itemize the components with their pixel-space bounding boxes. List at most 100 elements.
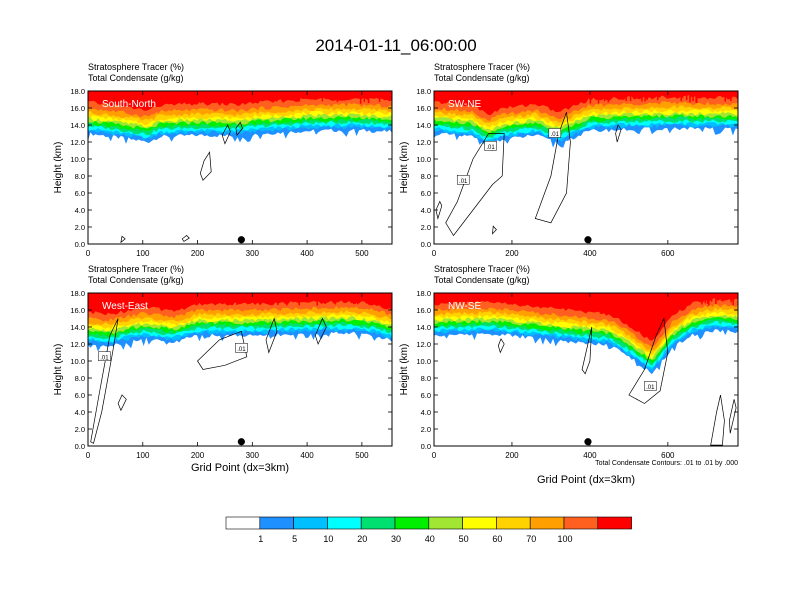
tracer-streak [280,91,282,95]
panel-west-east: Stratosphere Tracer (%)Total Condensate … [53,264,393,474]
tracer-streak [292,91,294,95]
x-tick-label: 600 [661,249,675,258]
condensate-contour [534,112,571,224]
tracer-streak [98,91,101,98]
y-tick-label: 10.0 [416,155,431,164]
y-tick-label: 14.0 [70,121,85,130]
tracer-streak [641,293,643,299]
y-tick-label: 18.0 [416,289,431,298]
tracer-streak [249,91,251,97]
tracer-streak [664,293,667,298]
condensate-contour [710,394,725,446]
tracer-streak [105,91,108,94]
tracer-streak [342,293,344,301]
tracer-streak [314,293,317,298]
condensate-contour [497,338,505,354]
tracer-streak [682,293,684,304]
tracer-streak [690,293,693,304]
tracer-streak [512,293,514,296]
tracer-streak [522,91,524,95]
contour-label: .01 [551,132,560,138]
tracer-streak [514,91,516,99]
tracer-streak [134,91,137,97]
tracer-streak [574,293,576,298]
condensate-contour [117,394,127,412]
tracer-streak [609,91,611,101]
tracer-streak [363,91,366,102]
tracer-streak [476,91,479,101]
tracer-streak [367,91,370,104]
tracer-streak [516,293,519,303]
tracer-streak [208,91,210,96]
tracer-streak [569,91,572,102]
y-tick-label: 12.0 [70,138,85,147]
colorbar-label: 5 [292,534,297,544]
contour-label: .01 [237,347,246,353]
tracer-streak [96,91,98,95]
tracer-streak [163,293,165,302]
colorbar-swatch [496,516,531,530]
x-axis-label: Grid Point (dx=3km) [537,474,635,486]
location-marker [237,438,245,446]
x-tick-label: 0 [86,451,91,460]
tracer-streak [657,91,660,94]
tracer-streak [298,293,300,306]
tracer-streak [369,293,371,306]
colorbar-swatch [360,516,396,530]
contour-label: .01 [459,179,468,185]
tracer-streak [531,293,533,301]
tracer-streak [160,91,162,102]
panel-label: West-East [102,301,148,312]
tracer-streak [358,293,361,297]
tracer-streak [501,293,503,302]
tracer-streak [134,293,137,297]
tracer-streak [679,293,681,297]
tracer-streak [376,293,379,304]
y-tick-label: 12.0 [416,138,431,147]
tracer-streak [518,91,521,95]
tracer-streak [343,91,345,94]
condensate-contour [492,225,497,235]
x-tick-label: 200 [191,249,205,258]
colorbar-label: 40 [425,534,435,544]
tracer-streak [508,91,510,102]
contour-label-box [456,175,470,185]
colorbar-label: 60 [492,534,502,544]
tracer-streak [136,91,138,104]
tracer-streak [646,293,648,301]
tracer-streak [622,293,625,299]
tracer-streak [191,91,194,97]
x-tick-label: 400 [583,451,597,460]
tracer-streak [518,293,520,306]
colorbar: 1 5 10 20 30 40 50 60 70 100 [225,516,632,544]
x-tick-label: 200 [505,249,519,258]
tracer-streak [734,293,736,298]
y-tick-label: 10.0 [70,357,85,366]
tracer-streak [276,91,278,98]
y-tick-label: 8.0 [421,172,431,181]
tracer-streak [346,91,349,97]
tracer-streak [375,293,377,305]
tracer-streak [625,91,627,101]
tracer-streak [151,91,153,97]
tracer-band-11 [434,293,738,341]
tracer-streak [121,293,124,297]
tracer-streak [730,293,732,303]
y-tick-label: 8.0 [75,374,85,383]
tracer-streak [681,293,683,304]
plot-frame [87,90,393,245]
tracer-streak [337,293,339,298]
tracer-streak [107,91,109,101]
tracer-streak [297,293,300,296]
panel-label: NW-SE [448,301,481,312]
tracer-streak [244,91,246,104]
colorbar-swatch [394,516,430,530]
condensate-contour [615,124,622,143]
contour-label: .01 [100,355,109,361]
tracer-streak [328,91,331,95]
tracer-streak [146,91,149,98]
tracer-streak [340,293,342,298]
tracer-streak [245,91,247,101]
condensate-contour [265,317,278,354]
x-tick-label: 0 [86,249,91,258]
